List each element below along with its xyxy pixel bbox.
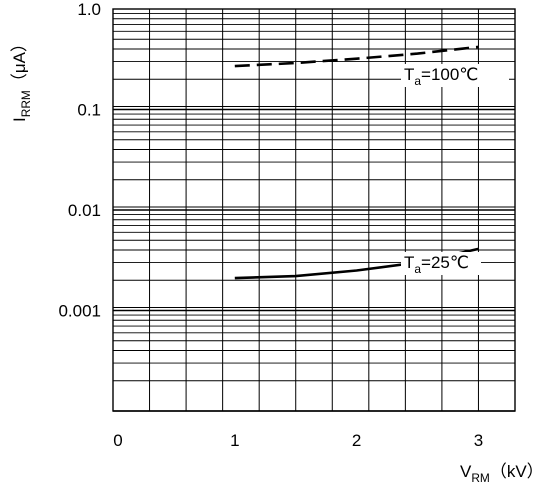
y-tick-label: 0.01 xyxy=(68,201,101,220)
x-tick-label: 0 xyxy=(113,431,122,450)
y-axis-label: IRRM（μA） xyxy=(10,35,33,122)
x-tick-label: 1 xyxy=(230,431,239,450)
y-tick-label: 0.1 xyxy=(77,101,101,120)
y-tick-label: 1.0 xyxy=(77,0,101,19)
y-tick-label: 0.001 xyxy=(58,302,101,321)
x-tick-label: 3 xyxy=(474,431,483,450)
x-axis-label: VRM（kV） xyxy=(460,462,544,483)
x-tick-label: 2 xyxy=(352,431,361,450)
